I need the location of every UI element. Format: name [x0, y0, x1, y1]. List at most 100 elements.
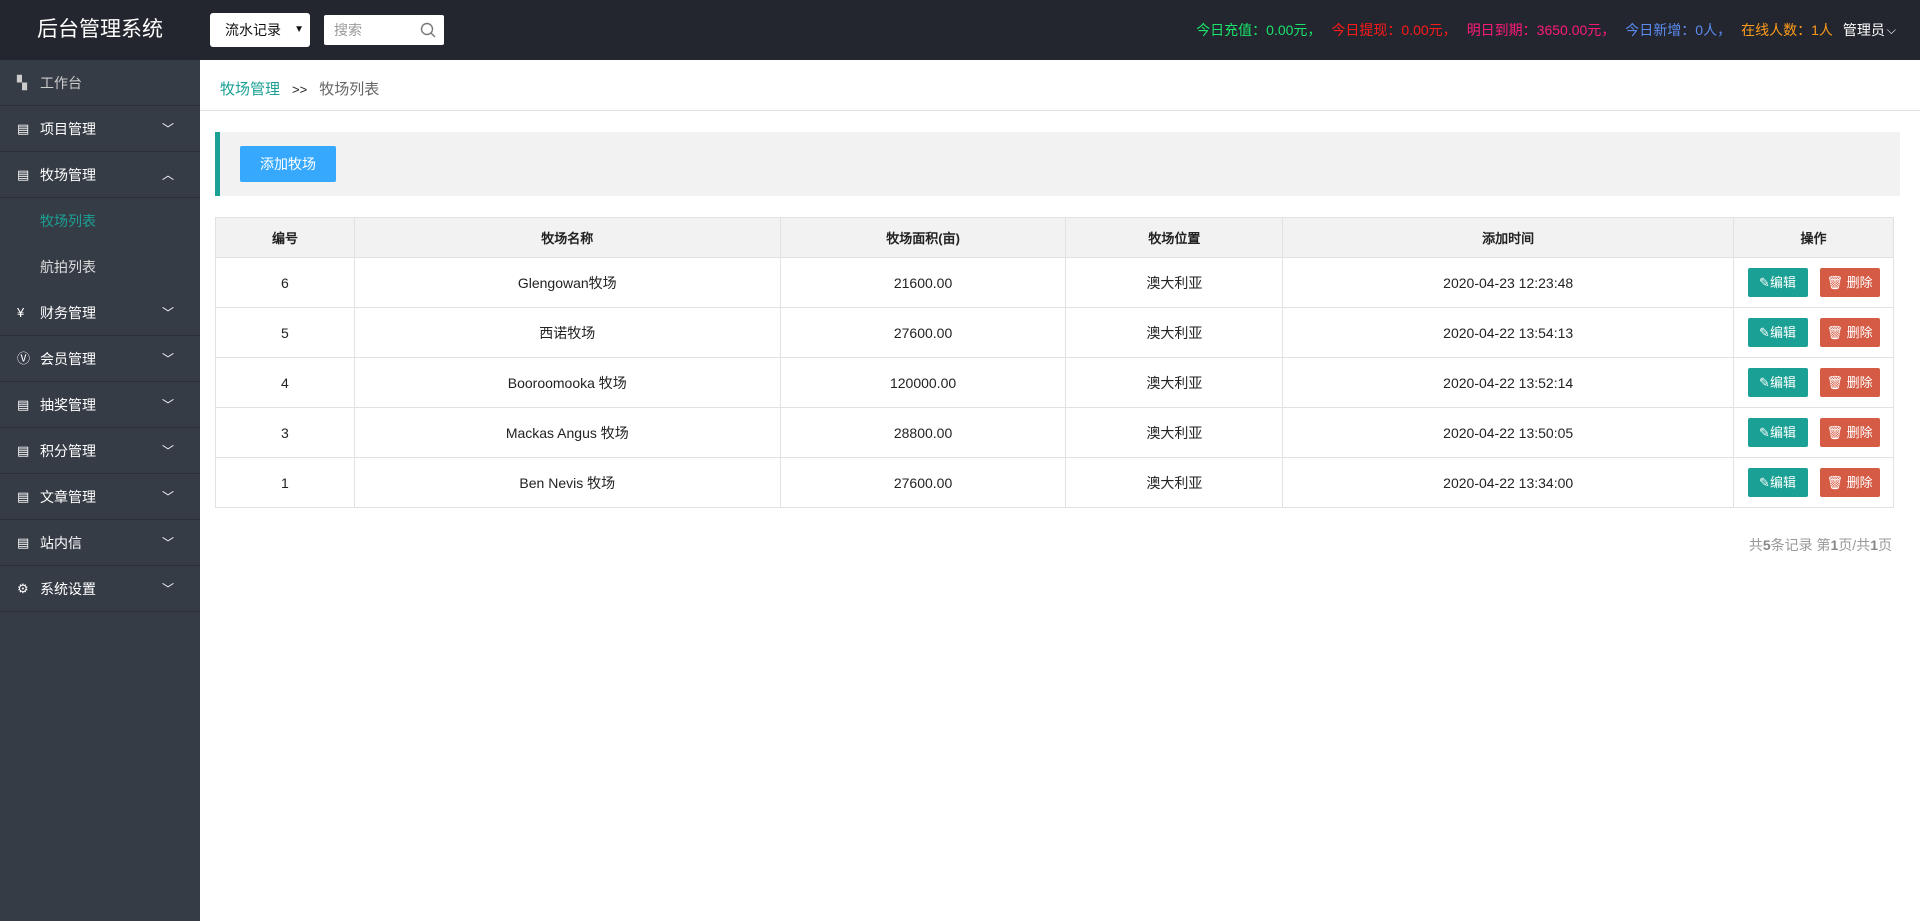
delete-label: 删除	[1846, 475, 1873, 490]
clipboard-icon: ▤	[17, 167, 30, 182]
toolbar: 添加牧场	[215, 132, 1900, 196]
sidebar-item[interactable]: ¥ 财务管理 ﹀	[0, 290, 200, 336]
top-header: 后台管理系统 流水记录 ▼ 搜索 今日充值：0.00元， 今日提现：0.00元， 明日…	[0, 0, 1920, 60]
trash-icon: 🗑	[1826, 325, 1843, 340]
table-cell: 6	[215, 257, 355, 308]
caret-down-icon: ▼	[294, 24, 304, 35]
sidebar-item-label: 牧场管理	[40, 167, 96, 183]
document-icon: ▤	[17, 397, 30, 412]
breadcrumb-current: 牧场列表	[319, 81, 380, 98]
sidebar-item-label: 系统设置	[40, 581, 96, 597]
trash-icon: 🗑	[1826, 475, 1843, 490]
table-cell: 澳大利亚	[1065, 407, 1284, 458]
table-row: 4 Booroomooka 牧场 120000.00 澳大利亚 2020-04-22 1…	[215, 357, 1894, 408]
breadcrumb-parent[interactable]: 牧场管理	[220, 81, 281, 98]
pager-text: 共	[1748, 537, 1763, 553]
breadcrumb-separator: >>	[292, 82, 308, 97]
sidebar-item[interactable]: ▤ 项目管理 ﹀	[0, 106, 200, 152]
table-cell: 120000.00	[779, 357, 1067, 408]
chevron-down-icon: ﹀	[161, 536, 174, 550]
divider	[200, 110, 1920, 111]
table-cell: Ben Nevis 牧场	[353, 457, 781, 508]
table-cell: 澳大利亚	[1065, 257, 1284, 308]
table-cell: 2020-04-23 12:23:48	[1282, 257, 1735, 308]
pager-text: 页/共	[1838, 537, 1871, 553]
table-cell: 3	[215, 407, 355, 458]
table-row: 5 西诺牧场 27600.00 澳大利亚 2020-04-22 13:54:13 ✎编辑 🗑…	[215, 307, 1894, 358]
document-icon: ▤	[17, 443, 30, 458]
edit-button[interactable]: ✎编辑	[1747, 318, 1808, 347]
table-row: 1 Ben Nevis 牧场 27600.00 澳大利亚 2020-04-22 13:3…	[215, 457, 1894, 508]
table-cell: Glengowan牧场	[353, 257, 781, 308]
pagination-info: 共5条记录 第1页/共1页	[1749, 535, 1892, 555]
header-right: 今日充值：0.00元， 今日提现：0.00元， 明日到期：3650.00元， 今日新增…	[1186, 0, 1896, 60]
table-row: 3 Mackas Angus 牧场 28800.00 澳大利亚 2020-04-22 1…	[215, 407, 1894, 458]
table-cell: 1	[215, 457, 355, 508]
pager-text: 页	[1878, 537, 1892, 553]
edit-button[interactable]: ✎编辑	[1747, 368, 1808, 397]
table-cell: 澳大利亚	[1065, 307, 1284, 358]
table-cell: 21600.00	[779, 257, 1067, 308]
table-cell: 27600.00	[779, 307, 1067, 358]
delete-button[interactable]: 🗑 删除	[1819, 418, 1880, 447]
sidebar-item-label: 项目管理	[40, 121, 96, 137]
table-cell: 27600.00	[779, 457, 1067, 508]
dashboard-icon: ▚	[17, 75, 27, 90]
edit-icon: ✎	[1759, 425, 1770, 440]
sidebar-item[interactable]: ⚙ 系统设置 ﹀	[0, 566, 200, 612]
sidebar-item[interactable]: ▤ 站内信 ﹀	[0, 520, 200, 566]
app-title: 后台管理系统	[37, 18, 163, 41]
delete-button[interactable]: 🗑 删除	[1819, 368, 1880, 397]
actions-cell: ✎编辑 🗑 删除	[1733, 407, 1894, 458]
edit-button[interactable]: ✎编辑	[1747, 468, 1808, 497]
edit-label: 编辑	[1769, 425, 1796, 440]
edit-label: 编辑	[1769, 325, 1796, 340]
ranch-table: 编号 牧场名称 牧场面积(亩) 牧场位置 添加时间 操作 6 Glengowan牧场 2160…	[215, 217, 1894, 508]
delete-button[interactable]: 🗑 删除	[1819, 468, 1880, 497]
chevron-up-icon: ︿	[161, 168, 174, 182]
table-cell: 2020-04-22 13:34:00	[1282, 457, 1735, 508]
sidebar-subitem[interactable]: 航拍列表	[40, 259, 96, 275]
admin-label: 管理员	[1842, 22, 1885, 38]
sidebar-item[interactable]: ▤ 积分管理 ﹀	[0, 428, 200, 474]
search-input[interactable]: 搜索	[324, 15, 444, 45]
table-cell: 5	[215, 307, 355, 358]
sidebar-item-label: 积分管理	[40, 443, 96, 459]
stat-item: 今日新增：0人，	[1625, 22, 1732, 38]
table-cell: 2020-04-22 13:54:13	[1282, 307, 1735, 358]
delete-button[interactable]: 🗑 删除	[1819, 268, 1880, 297]
sidebar-subitem[interactable]: 牧场列表	[40, 213, 96, 229]
sidebar-item[interactable]: ▤ 牧场管理 ︿	[0, 152, 200, 198]
table-row: 6 Glengowan牧场 21600.00 澳大利亚 2020-04-23 12:23…	[215, 257, 1894, 308]
admin-menu[interactable]: 管理员 ⌵	[1843, 20, 1896, 40]
document-icon: ▤	[17, 489, 30, 504]
delete-button[interactable]: 🗑 删除	[1819, 318, 1880, 347]
search-icon[interactable]	[420, 22, 436, 38]
sidebar-item[interactable]: Ⓥ 会员管理 ﹀	[0, 336, 200, 382]
column-header: 牧场面积(亩)	[779, 217, 1067, 258]
sidebar-item[interactable]: ▚ 工作台	[0, 60, 200, 106]
table-cell: 28800.00	[779, 407, 1067, 458]
chevron-down-icon: ﹀	[161, 122, 174, 136]
edit-button[interactable]: ✎编辑	[1747, 418, 1808, 447]
column-header: 添加时间	[1282, 217, 1735, 258]
sidebar-item[interactable]: ▤ 抽奖管理 ﹀	[0, 382, 200, 428]
add-ranch-button[interactable]: 添加牧场	[240, 146, 336, 182]
record-type-select[interactable]: 流水记录 ▼	[210, 13, 310, 47]
delete-label: 删除	[1846, 425, 1873, 440]
stat-item: 在线人数：1人	[1741, 22, 1833, 38]
vip-icon: Ⓥ	[17, 351, 31, 366]
column-header: 编号	[215, 217, 355, 258]
edit-button[interactable]: ✎编辑	[1747, 268, 1808, 297]
table-cell: 西诺牧场	[353, 307, 781, 358]
total-count: 5	[1762, 537, 1771, 553]
search-placeholder: 搜索	[334, 22, 362, 38]
sidebar: ▚ 工作台 ▤ 项目管理 ﹀ ▤ 牧场管理 ︿ 牧场列表航拍列表 ¥ 财务管理 ﹀ Ⓥ 会员管理 ﹀ ▤ 抽奖管…	[0, 60, 200, 921]
chevron-down-icon: ﹀	[161, 352, 174, 366]
stat-item: 今日充值：0.00元，	[1196, 22, 1322, 38]
trash-icon: 🗑	[1826, 375, 1843, 390]
sidebar-item-label: 文章管理	[40, 489, 96, 505]
sidebar-item-label: 财务管理	[40, 305, 96, 321]
sidebar-item[interactable]: ▤ 文章管理 ﹀	[0, 474, 200, 520]
total-pages: 1	[1870, 537, 1878, 553]
